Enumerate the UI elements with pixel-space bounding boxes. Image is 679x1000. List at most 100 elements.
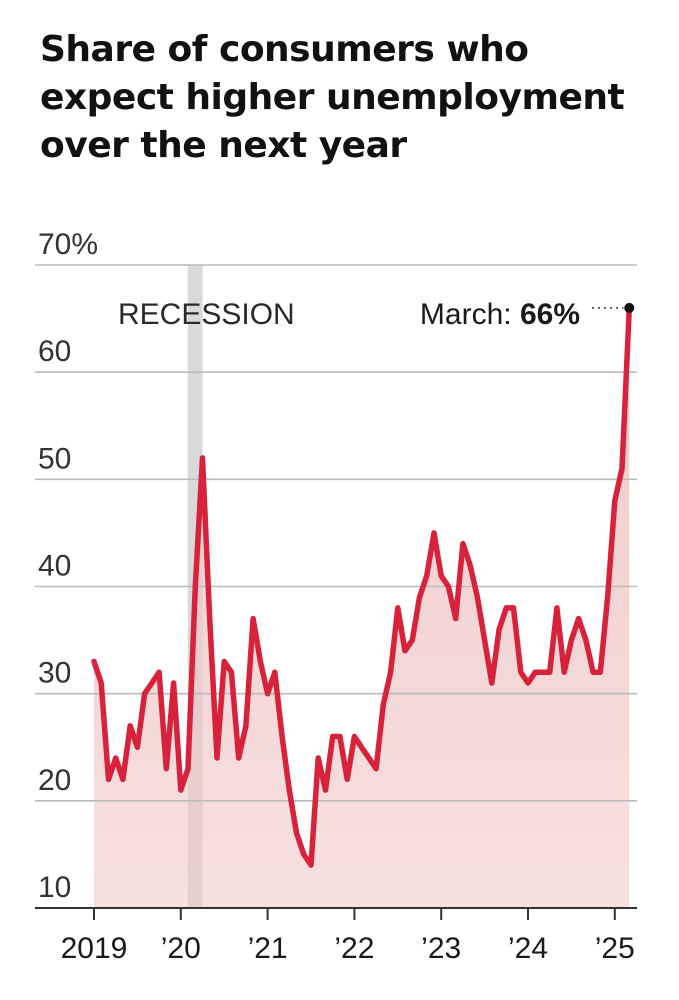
- data-point: [164, 766, 169, 771]
- x-tick-label-2022: ’22: [334, 932, 374, 965]
- chart-title: Share of consumers who expect higher une…: [40, 26, 650, 170]
- data-point: [547, 670, 552, 675]
- data-point: [287, 788, 292, 793]
- annotation-label: March: 66%: [420, 298, 580, 331]
- x-tick-label-2020: ’20: [161, 932, 201, 965]
- data-point: [207, 616, 212, 621]
- annotation-prefix: March:: [420, 298, 520, 331]
- data-point: [186, 766, 191, 771]
- data-point: [533, 670, 538, 675]
- series-line-group: [91, 305, 633, 868]
- data-point: [330, 734, 335, 739]
- data-point: [410, 638, 415, 643]
- y-tick-label-20: 20: [38, 764, 71, 797]
- chart-title-line-2: expect higher unemployment: [40, 77, 625, 118]
- data-point: [215, 756, 220, 761]
- data-point: [309, 863, 314, 868]
- x-axis-group: 2019 ’20 ’21 ’22 ’23 ’24 ’25: [61, 908, 635, 965]
- data-point: [562, 670, 567, 675]
- data-point: [352, 734, 357, 739]
- data-point: [374, 766, 379, 771]
- series-area: [94, 307, 630, 908]
- x-tick-label-2019: 2019: [61, 932, 128, 965]
- recession-label: RECESSION: [118, 298, 295, 331]
- data-point: [236, 756, 241, 761]
- annotation-group: March: 66%: [420, 298, 635, 331]
- data-point: [395, 605, 400, 610]
- y-tick-label-10: 10: [38, 871, 71, 904]
- data-point: [526, 681, 531, 686]
- x-tick-label-2024: ’24: [508, 932, 548, 965]
- data-point: [591, 670, 596, 675]
- data-point: [598, 670, 603, 675]
- y-tick-label-70: 70%: [38, 228, 98, 261]
- data-point: [417, 595, 422, 600]
- data-point: [222, 659, 227, 664]
- data-point: [243, 723, 248, 728]
- data-point: [388, 670, 393, 675]
- data-point: [366, 756, 371, 761]
- data-point: [337, 734, 342, 739]
- data-point: [178, 788, 183, 793]
- gridlines-group: [35, 264, 637, 909]
- series-line: [91, 305, 633, 868]
- data-point: [149, 681, 154, 686]
- x-tick-label-2023: ’23: [421, 932, 461, 965]
- data-point: [612, 498, 617, 503]
- data-point: [439, 573, 444, 578]
- data-point: [106, 777, 111, 782]
- data-point: [251, 616, 256, 621]
- data-point: [460, 541, 465, 546]
- data-point: [497, 627, 502, 632]
- annotation-dot: [624, 302, 635, 313]
- data-point: [272, 670, 277, 675]
- data-point: [128, 723, 133, 728]
- data-point: [482, 638, 487, 643]
- data-point: [323, 788, 328, 793]
- data-point: [381, 702, 386, 707]
- data-point: [200, 455, 205, 460]
- data-point: [489, 681, 494, 686]
- data-point: [229, 670, 234, 675]
- data-point: [301, 852, 306, 857]
- data-point: [504, 605, 509, 610]
- data-point: [92, 659, 97, 664]
- y-tick-label-40: 40: [38, 550, 71, 583]
- data-point: [193, 584, 198, 589]
- data-point: [475, 595, 480, 600]
- area-fill-group: [94, 307, 630, 908]
- data-point: [620, 466, 625, 471]
- data-point: [432, 530, 437, 535]
- y-axis-group: 70% 60 50 40 30 20 10: [38, 228, 98, 904]
- data-point: [142, 691, 147, 696]
- data-point: [157, 670, 162, 675]
- data-point: [424, 573, 429, 578]
- y-tick-label-30: 30: [38, 657, 71, 690]
- data-point: [576, 616, 581, 621]
- data-point: [345, 777, 350, 782]
- data-point: [468, 563, 473, 568]
- data-point: [113, 756, 118, 761]
- x-tick-label-2025: ’25: [595, 932, 635, 965]
- chart-title-line-1: Share of consumers who: [40, 29, 529, 70]
- annotation-value: 66%: [520, 298, 580, 331]
- data-point: [265, 691, 270, 696]
- data-point: [99, 681, 104, 686]
- data-point: [511, 605, 516, 610]
- data-point: [540, 670, 545, 675]
- data-point: [569, 638, 574, 643]
- data-point: [280, 734, 285, 739]
- data-point: [359, 745, 364, 750]
- data-point: [171, 681, 176, 686]
- data-point: [518, 670, 523, 675]
- x-tick-label-2021: ’21: [248, 932, 288, 965]
- data-point: [605, 595, 610, 600]
- data-point: [583, 638, 588, 643]
- data-point: [120, 777, 125, 782]
- data-point: [554, 605, 559, 610]
- chart-title-line-3: over the next year: [40, 125, 407, 166]
- y-tick-label-60: 60: [38, 335, 71, 368]
- data-point: [135, 745, 140, 750]
- data-point: [446, 584, 451, 589]
